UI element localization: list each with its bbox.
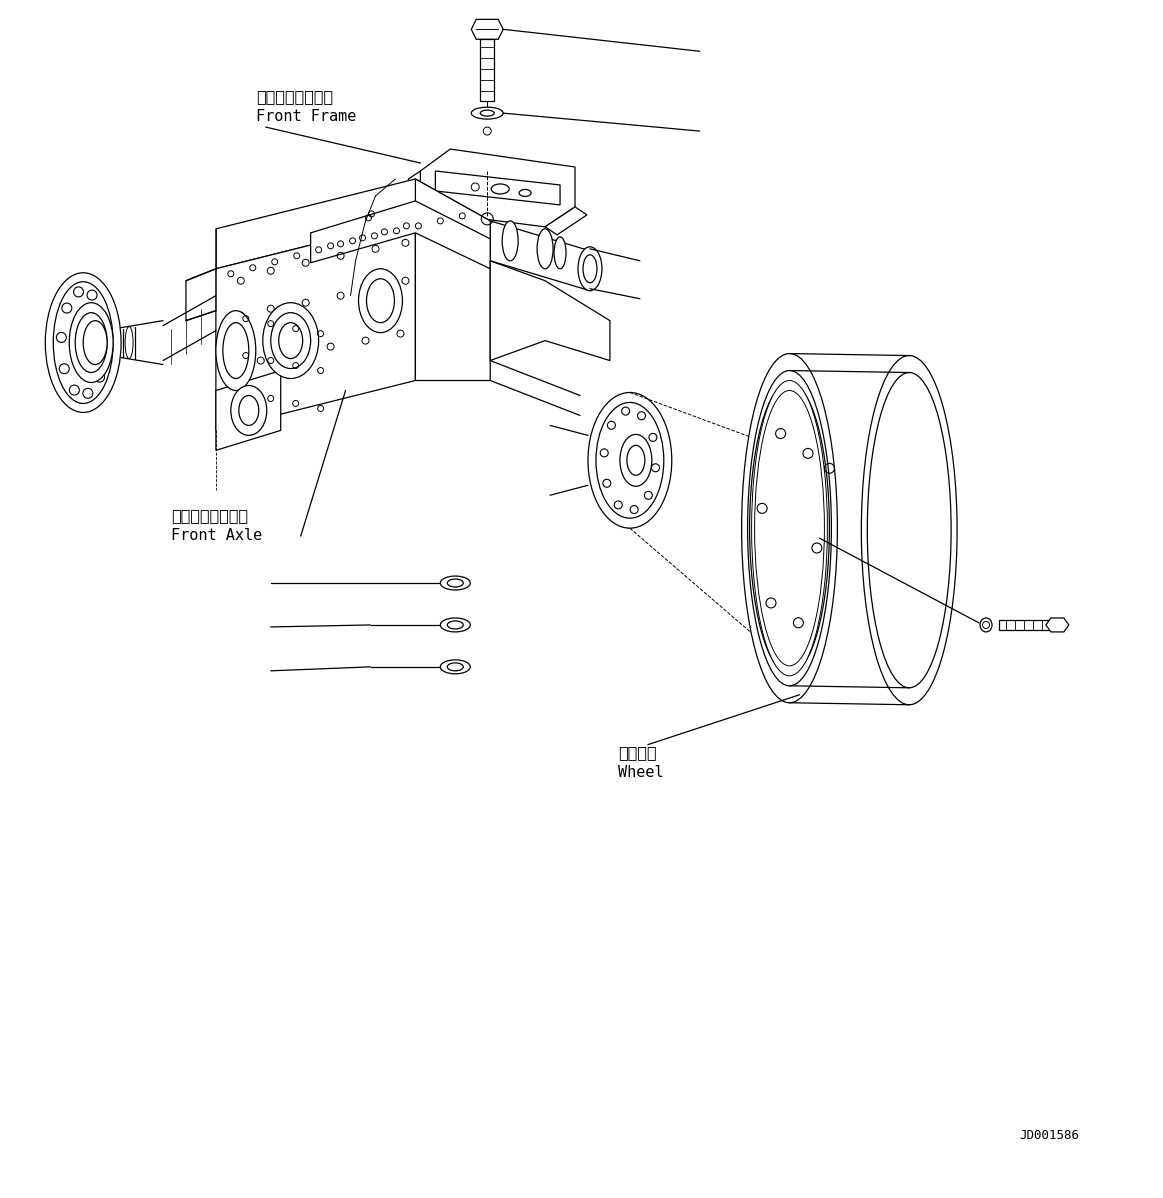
- Polygon shape: [545, 207, 587, 235]
- Ellipse shape: [578, 247, 602, 291]
- Ellipse shape: [491, 184, 509, 194]
- Polygon shape: [408, 171, 420, 219]
- Ellipse shape: [271, 313, 311, 369]
- Ellipse shape: [45, 273, 121, 412]
- Ellipse shape: [620, 435, 651, 486]
- Ellipse shape: [751, 381, 827, 676]
- Ellipse shape: [238, 395, 259, 425]
- Ellipse shape: [537, 229, 554, 268]
- Polygon shape: [420, 149, 575, 226]
- Ellipse shape: [448, 579, 463, 587]
- Polygon shape: [415, 179, 491, 381]
- Polygon shape: [1046, 618, 1069, 631]
- Ellipse shape: [441, 576, 470, 591]
- Ellipse shape: [448, 621, 463, 629]
- Ellipse shape: [70, 303, 113, 382]
- Ellipse shape: [448, 662, 463, 671]
- Ellipse shape: [980, 618, 992, 631]
- Ellipse shape: [84, 321, 107, 364]
- Ellipse shape: [216, 310, 256, 391]
- Bar: [480, 40, 494, 101]
- Polygon shape: [311, 201, 491, 268]
- Ellipse shape: [742, 353, 837, 703]
- Text: JD001586: JD001586: [1019, 1129, 1079, 1142]
- Ellipse shape: [366, 279, 394, 322]
- Ellipse shape: [554, 237, 566, 268]
- Text: フロントアクスル: フロントアクスル: [171, 508, 248, 524]
- Text: Front Axle: Front Axle: [171, 528, 262, 543]
- Polygon shape: [471, 19, 504, 40]
- Ellipse shape: [868, 373, 951, 688]
- Ellipse shape: [588, 393, 672, 528]
- Ellipse shape: [750, 382, 829, 673]
- Polygon shape: [491, 261, 609, 361]
- Ellipse shape: [126, 327, 133, 358]
- Ellipse shape: [441, 618, 470, 631]
- Ellipse shape: [53, 282, 113, 404]
- Ellipse shape: [76, 313, 107, 373]
- Ellipse shape: [755, 391, 825, 666]
- Polygon shape: [216, 179, 491, 268]
- Polygon shape: [435, 171, 561, 205]
- Ellipse shape: [583, 255, 597, 283]
- Ellipse shape: [862, 356, 957, 704]
- Ellipse shape: [230, 386, 266, 435]
- Text: Wheel: Wheel: [618, 764, 664, 780]
- Ellipse shape: [595, 403, 664, 519]
- Ellipse shape: [627, 446, 644, 476]
- Ellipse shape: [471, 107, 504, 119]
- Text: フロントフレーム: フロントフレーム: [256, 89, 333, 104]
- Ellipse shape: [519, 189, 531, 196]
- Polygon shape: [216, 219, 415, 430]
- Ellipse shape: [279, 322, 302, 358]
- Ellipse shape: [748, 370, 832, 685]
- Ellipse shape: [441, 660, 470, 673]
- Ellipse shape: [358, 268, 402, 333]
- Polygon shape: [186, 268, 216, 321]
- Bar: [999, 619, 1051, 630]
- Ellipse shape: [502, 220, 519, 261]
- Ellipse shape: [480, 110, 494, 116]
- Ellipse shape: [263, 303, 319, 379]
- Text: Front Frame: Front Frame: [256, 109, 356, 125]
- Text: ホイール: ホイール: [618, 745, 656, 760]
- Polygon shape: [216, 370, 280, 450]
- Ellipse shape: [223, 322, 249, 379]
